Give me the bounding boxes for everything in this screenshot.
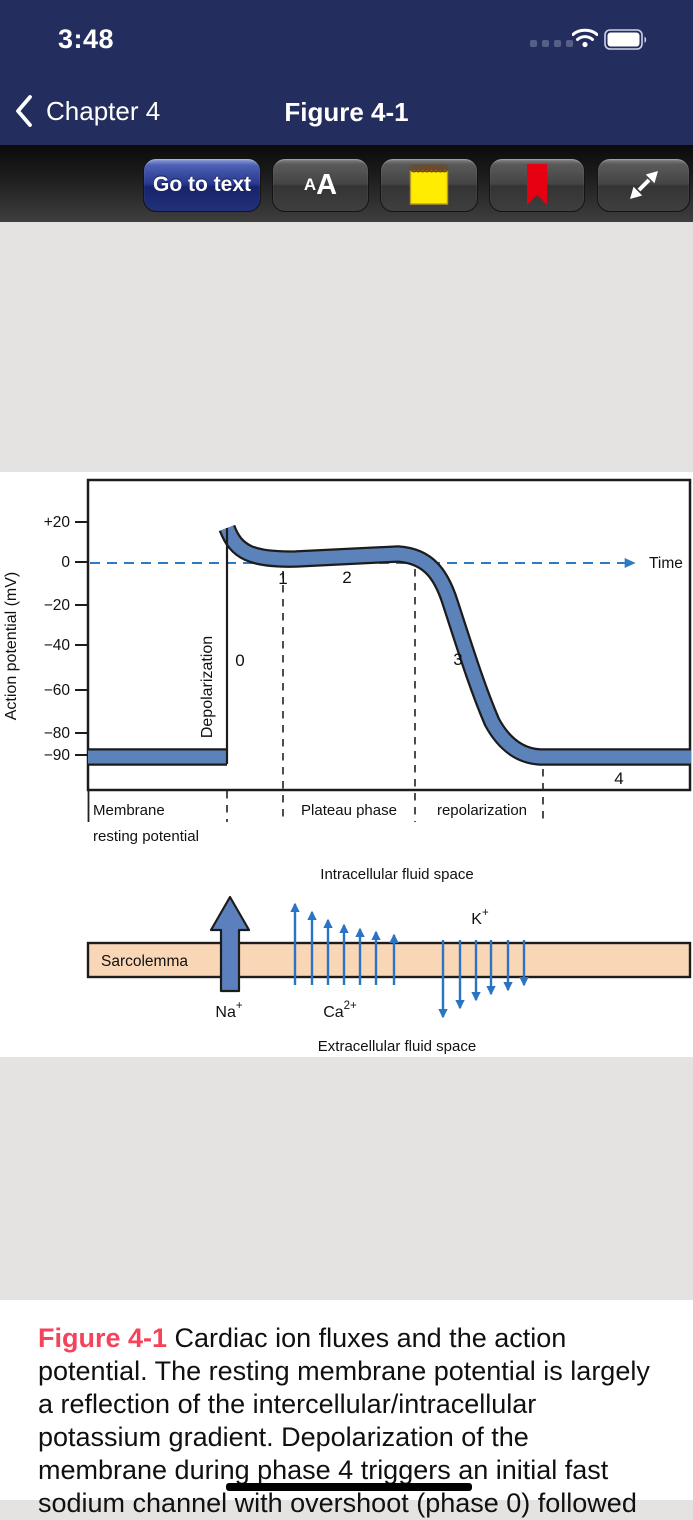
- sarcolemma-label: Sarcolemma: [101, 953, 188, 970]
- phase-labels: 0 1 2 3 4: [235, 568, 623, 788]
- battery-icon: [604, 29, 647, 50]
- phase-0-label: 0: [235, 651, 244, 670]
- y-axis-ticks: [75, 521, 87, 756]
- repolarization-label: repolarization: [437, 802, 527, 819]
- header-bar: 3:48 Chapter 4 Figure 4-1: [0, 0, 693, 145]
- plateau-phase-label: Plateau phase: [301, 802, 397, 819]
- go-to-text-label: Go to text: [153, 173, 251, 196]
- phase-1-label: 1: [278, 569, 287, 588]
- cellular-signal-icon: [530, 40, 573, 47]
- bookmark-button[interactable]: [489, 158, 585, 212]
- figure-panel: +20 0 −20 −40 −60 −80 −90 Action potenti…: [0, 472, 693, 1057]
- ytick-minus90: −90: [44, 747, 71, 764]
- caption-line-6: sodium channel with overshoot (phase 0) …: [38, 1488, 637, 1518]
- phase-3-label: 3: [453, 650, 462, 669]
- membrane-resting-line1: Membrane: [93, 802, 165, 819]
- user-highlight-underline: [226, 1483, 472, 1491]
- extracellular-label: Extracellular fluid space: [318, 1038, 476, 1055]
- figure-4-1-diagram: +20 0 −20 −40 −60 −80 −90 Action potenti…: [3, 478, 692, 1055]
- phase-4-label: 4: [614, 769, 623, 788]
- k-efflux-arrows: [438, 940, 529, 1019]
- caption-line-3: a reflection of the intercellular/intrac…: [38, 1389, 537, 1419]
- bookmark-icon: [527, 164, 547, 205]
- y-axis-title: Action potential (mV): [3, 572, 20, 721]
- na-ion-symbol: Na: [215, 1004, 236, 1021]
- caption-figure-label: Figure 4-1: [38, 1323, 168, 1353]
- phase-2-label: 2: [342, 568, 351, 587]
- membrane-resting-line2: resting potential: [93, 828, 199, 845]
- na-influx-arrow: [209, 895, 251, 993]
- ca-ion-label: Ca2+: [323, 1000, 357, 1021]
- ca-ion-charge: 2+: [344, 1000, 357, 1012]
- back-button[interactable]: Chapter 4: [14, 94, 160, 128]
- caption-line-1: Cardiac ion fluxes and the action: [167, 1323, 567, 1353]
- status-time: 3:48: [58, 24, 115, 54]
- time-axis-label: Time: [649, 555, 683, 572]
- ca-ion-symbol: Ca: [323, 1004, 344, 1021]
- caption-panel: Figure 4-1 Cardiac ion fluxes and the ac…: [0, 1300, 693, 1518]
- caption-line-2: potential. The resting membrane potentia…: [38, 1356, 650, 1386]
- font-size-small-letter: A: [303, 175, 317, 194]
- back-chevron-icon: [16, 95, 32, 127]
- depolarization-label: Depolarization: [199, 636, 216, 738]
- caption-line-5: membrane during phase 4 triggers an init…: [38, 1455, 609, 1485]
- action-potential-curve: [88, 524, 691, 766]
- ytick-minus80: −80: [44, 725, 71, 742]
- na-ion-label: Na+: [215, 1000, 242, 1021]
- sarcolemma-band: [86, 941, 692, 979]
- expand-arrows-icon: [629, 171, 658, 199]
- wifi-icon: [572, 28, 598, 48]
- ytick-minus60: −60: [44, 682, 71, 699]
- y-axis-tick-labels: +20 0 −20 −40 −60 −80 −90: [44, 514, 71, 764]
- caption-line-4: potassium gradient. Depolarization of th…: [38, 1422, 529, 1452]
- notes-button[interactable]: [380, 158, 478, 212]
- ytick-plus20: +20: [44, 514, 71, 531]
- font-size-large-letter: A: [316, 168, 338, 201]
- go-to-text-button[interactable]: Go to text: [143, 158, 261, 212]
- k-ion-label: K+: [471, 907, 489, 928]
- intracellular-label: Intracellular fluid space: [320, 866, 473, 883]
- chart-frame: [86, 478, 692, 792]
- ytick-minus20: −20: [44, 597, 71, 614]
- ytick-minus40: −40: [44, 637, 71, 654]
- back-button-label: Chapter 4: [46, 95, 161, 126]
- ca-influx-arrows: [290, 902, 399, 985]
- region-labels: Membrane resting potential Plateau phase…: [93, 802, 527, 883]
- figure-caption: Figure 4-1 Cardiac ion fluxes and the ac…: [38, 1322, 678, 1520]
- phase-boundary-lines: [226, 569, 544, 822]
- k-ion-symbol: K: [471, 911, 482, 928]
- notepad-icon: [409, 164, 449, 205]
- fullscreen-button[interactable]: [597, 158, 690, 212]
- k-ion-charge: +: [482, 907, 489, 919]
- page-title: Figure 4-1: [284, 97, 409, 127]
- ytick-0: 0: [61, 554, 70, 571]
- na-ion-charge: +: [236, 1000, 243, 1012]
